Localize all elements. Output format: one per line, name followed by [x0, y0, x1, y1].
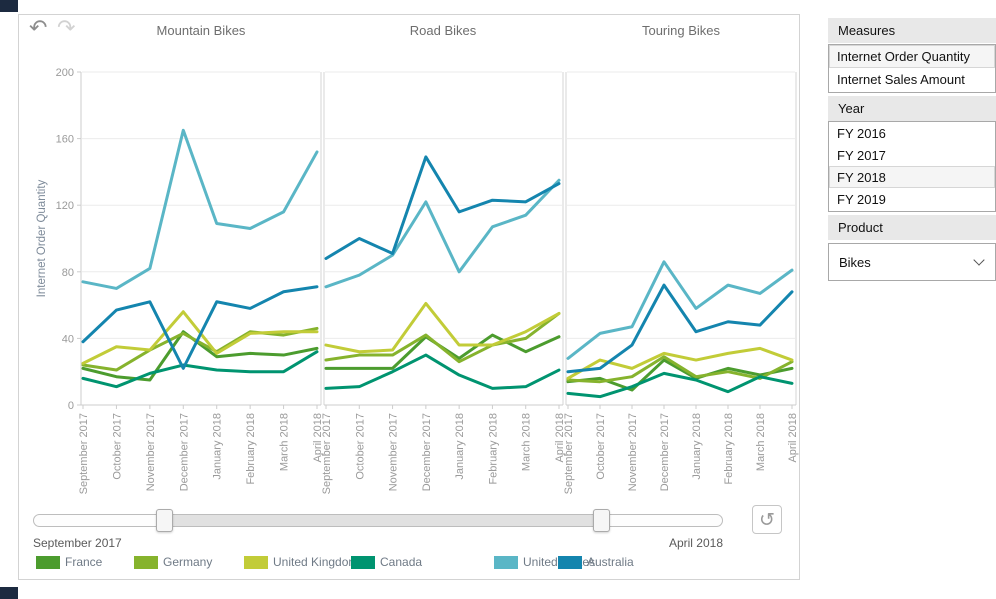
- svg-text:April 2018: April 2018: [787, 413, 799, 463]
- svg-text:80: 80: [62, 267, 74, 279]
- page-corner-decoration-bottom: [0, 587, 18, 599]
- legend-swatch-germany: [134, 555, 158, 569]
- year-option-fy2016[interactable]: FY 2016: [837, 125, 886, 141]
- svg-text:November 2017: November 2017: [627, 413, 639, 491]
- page-corner-decoration-top: [0, 0, 18, 12]
- year-option-fy2018[interactable]: FY 2018: [829, 166, 995, 188]
- legend-label: Canada: [380, 555, 423, 569]
- svg-text:December 2017: December 2017: [178, 413, 190, 491]
- measures-section-header: Measures: [828, 18, 996, 43]
- svg-text:160: 160: [56, 134, 74, 146]
- svg-text:November 2017: November 2017: [388, 413, 400, 491]
- svg-text:September 2017: September 2017: [321, 413, 333, 494]
- measures-option-internet-order-quantity[interactable]: Internet Order Quantity: [829, 45, 995, 68]
- svg-text:September 2017: September 2017: [78, 413, 90, 494]
- legend-swatch-united-kingdom: [244, 555, 268, 569]
- year-option-fy2017[interactable]: FY 2017: [837, 147, 886, 163]
- redo-icon[interactable]: ↷: [57, 16, 76, 41]
- legend-item-united-kingdom[interactable]: United Kingdom: [244, 555, 358, 569]
- svg-text:September 2017: September 2017: [563, 413, 575, 494]
- svg-text:200: 200: [56, 67, 74, 79]
- legend-swatch-australia: [558, 555, 582, 569]
- svg-text:October 2017: October 2017: [354, 413, 366, 480]
- legend-item-germany[interactable]: Germany: [134, 555, 212, 569]
- slider-end-label: April 2018: [668, 536, 723, 550]
- svg-text:March 2018: March 2018: [279, 413, 291, 471]
- series-line-canada[interactable]: [324, 353, 561, 390]
- svg-text:40: 40: [62, 333, 74, 345]
- panel-title-road-bikes: Road Bikes: [409, 23, 477, 38]
- svg-text:April 2018: April 2018: [554, 413, 566, 463]
- series-line-australia[interactable]: [81, 285, 319, 370]
- measures-option-internet-sales-amount[interactable]: Internet Sales Amount: [837, 72, 965, 87]
- svg-text:120: 120: [56, 200, 74, 212]
- undo-icon[interactable]: ↶: [29, 16, 48, 41]
- reset-button[interactable]: ↺: [752, 505, 782, 534]
- svg-text:December 2017: December 2017: [421, 413, 433, 491]
- year-listbox: FY 2016 FY 2017 FY 2018 FY 2019: [828, 121, 996, 212]
- series-line-united-states[interactable]: [324, 178, 561, 289]
- series-line-germany[interactable]: [566, 355, 794, 384]
- svg-text:February 2018: February 2018: [245, 413, 257, 485]
- svg-text:Internet Order Quantity: Internet Order Quantity: [36, 179, 48, 297]
- year-option-fy2019[interactable]: FY 2019: [837, 191, 886, 207]
- panel-title-mountain-bikes: Mountain Bikes: [156, 23, 246, 38]
- measures-listbox: Internet Order Quantity Internet Sales A…: [828, 44, 996, 93]
- svg-text:November 2017: November 2017: [145, 413, 157, 491]
- svg-text:December 2017: December 2017: [659, 413, 671, 491]
- year-section-header: Year: [828, 96, 996, 121]
- legend-label: France: [65, 555, 103, 569]
- svg-text:March 2018: March 2018: [755, 413, 767, 471]
- svg-text:January 2018: January 2018: [454, 413, 466, 480]
- svg-text:October 2017: October 2017: [595, 413, 607, 480]
- product-dropdown[interactable]: Bikes: [828, 243, 996, 281]
- legend-swatch-canada: [351, 555, 375, 569]
- series-line-germany[interactable]: [81, 326, 319, 372]
- range-slider-selected-range[interactable]: [164, 515, 601, 526]
- range-slider-left-handle[interactable]: [156, 509, 173, 532]
- chart-legend: France Germany United Kingdom Canada Uni…: [19, 555, 801, 571]
- svg-text:February 2018: February 2018: [723, 413, 735, 485]
- reset-icon: ↺: [759, 508, 775, 531]
- series-line-united-states[interactable]: [81, 128, 319, 290]
- series-line-canada[interactable]: [566, 371, 794, 399]
- series-line-australia[interactable]: [566, 283, 794, 374]
- legend-swatch-united-states: [494, 555, 518, 569]
- slider-start-label: September 2017: [33, 536, 122, 550]
- range-slider-right-handle[interactable]: [593, 509, 610, 532]
- series-line-united-kingdom[interactable]: [324, 301, 561, 354]
- legend-item-australia[interactable]: Australia: [558, 555, 634, 569]
- legend-item-canada[interactable]: Canada: [351, 555, 422, 569]
- chevron-down-icon: [973, 254, 985, 266]
- legend-item-france[interactable]: France: [36, 555, 102, 569]
- svg-text:February 2018: February 2018: [487, 413, 499, 485]
- trellis-line-chart: 0 40 80 120 160 200 Internet Order Quantity Sep…: [36, 67, 799, 494]
- svg-text:January 2018: January 2018: [212, 413, 224, 480]
- legend-label: Australia: [587, 555, 634, 569]
- series-line-australia[interactable]: [324, 155, 561, 260]
- series-line-france[interactable]: [566, 358, 794, 392]
- product-section-header: Product: [828, 215, 996, 240]
- chart-card: ↶ ↷ Mountain Bikes Road Bikes Touring Bi…: [18, 14, 800, 580]
- legend-label: Germany: [163, 555, 213, 569]
- series-line-united-states[interactable]: [566, 260, 794, 360]
- series-line-canada[interactable]: [81, 350, 319, 389]
- svg-text:January 2018: January 2018: [691, 413, 703, 480]
- legend-label: United Kingdom: [273, 555, 359, 569]
- svg-text:April 2018: April 2018: [312, 413, 324, 463]
- svg-text:0: 0: [68, 400, 74, 412]
- series-line-united-kingdom[interactable]: [566, 346, 794, 380]
- legend-swatch-france: [36, 555, 60, 569]
- svg-text:March 2018: March 2018: [521, 413, 533, 471]
- product-dropdown-value: Bikes: [839, 254, 871, 270]
- series-line-germany[interactable]: [324, 311, 561, 364]
- panel-title-touring-bikes: Touring Bikes: [641, 23, 721, 38]
- svg-text:October 2017: October 2017: [111, 413, 123, 480]
